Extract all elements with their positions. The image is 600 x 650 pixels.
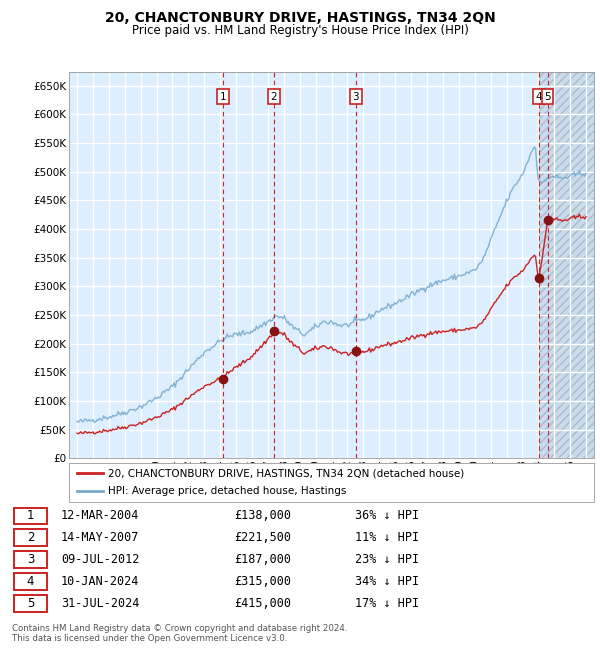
Text: 31-JUL-2024: 31-JUL-2024 [61,597,139,610]
Text: 23% ↓ HPI: 23% ↓ HPI [355,553,419,566]
Text: 34% ↓ HPI: 34% ↓ HPI [355,575,419,588]
Text: £138,000: £138,000 [234,510,291,523]
Text: £415,000: £415,000 [234,597,291,610]
Text: Price paid vs. HM Land Registry's House Price Index (HPI): Price paid vs. HM Land Registry's House … [131,24,469,37]
Text: 5: 5 [544,92,551,101]
Text: 2: 2 [271,92,277,101]
Bar [539,72,594,458]
Text: 3: 3 [352,92,359,101]
Text: 4: 4 [26,575,34,588]
FancyBboxPatch shape [14,529,47,546]
Text: £221,500: £221,500 [234,531,291,544]
Text: 20, CHANCTONBURY DRIVE, HASTINGS, TN34 2QN: 20, CHANCTONBURY DRIVE, HASTINGS, TN34 2… [104,11,496,25]
Text: £315,000: £315,000 [234,575,291,588]
Text: 1: 1 [220,92,226,101]
Text: 12-MAR-2004: 12-MAR-2004 [61,510,139,523]
FancyBboxPatch shape [14,595,47,612]
Text: Contains HM Land Registry data © Crown copyright and database right 2024.
This d: Contains HM Land Registry data © Crown c… [12,624,347,644]
Text: 5: 5 [27,597,34,610]
Text: 4: 4 [535,92,542,101]
Text: £187,000: £187,000 [234,553,291,566]
FancyBboxPatch shape [14,508,47,525]
FancyBboxPatch shape [14,573,47,590]
Text: 36% ↓ HPI: 36% ↓ HPI [355,510,419,523]
Text: 09-JUL-2012: 09-JUL-2012 [61,553,139,566]
Text: 10-JAN-2024: 10-JAN-2024 [61,575,139,588]
Text: HPI: Average price, detached house, Hastings: HPI: Average price, detached house, Hast… [109,486,347,496]
Text: 2: 2 [26,531,34,544]
Text: 11% ↓ HPI: 11% ↓ HPI [355,531,419,544]
Text: 17% ↓ HPI: 17% ↓ HPI [355,597,419,610]
Text: 1: 1 [26,510,34,523]
FancyBboxPatch shape [14,551,47,568]
Text: 14-MAY-2007: 14-MAY-2007 [61,531,139,544]
Text: 3: 3 [27,553,34,566]
Text: 20, CHANCTONBURY DRIVE, HASTINGS, TN34 2QN (detached house): 20, CHANCTONBURY DRIVE, HASTINGS, TN34 2… [109,469,464,478]
